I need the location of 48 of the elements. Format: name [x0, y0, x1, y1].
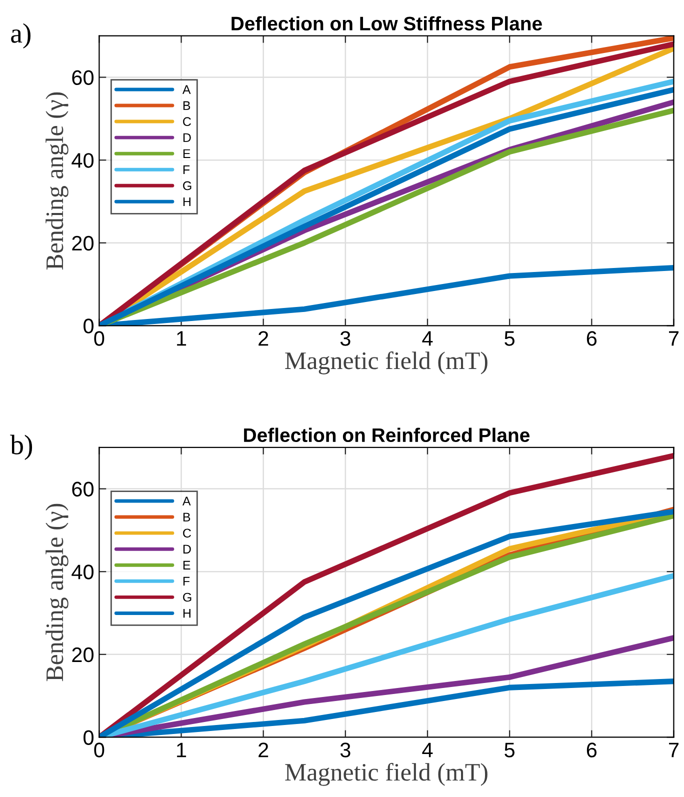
x-tick-label: 3 [340, 742, 350, 758]
x-tick-label: 4 [422, 331, 433, 346]
x-tick-label: 0 [94, 742, 104, 758]
legend-label: G [183, 592, 192, 602]
legend-label: C [183, 117, 191, 126]
y-tick-label: 0 [84, 318, 94, 334]
x-tick-label: 4 [422, 742, 433, 758]
x-tick-label: 6 [586, 331, 597, 346]
y-tick-label: 60 [72, 70, 94, 86]
legend-label: G [183, 181, 192, 190]
chart-title: Deflection on Low Stiffness Plane [232, 16, 542, 30]
x-tick-label: 2 [258, 331, 268, 346]
text: b) [10, 434, 32, 460]
y-tick-label: 60 [72, 482, 94, 497]
x-tick-label: 1 [177, 331, 186, 346]
y-tick-label: 40 [72, 564, 94, 580]
y-tick-label: 40 [72, 153, 94, 168]
chart-title: Deflection on Reinforced Plane [244, 428, 530, 442]
x-tick-label: 0 [94, 331, 104, 346]
x-tick-label: 3 [340, 331, 350, 346]
legend-label: C [183, 528, 191, 538]
legend-label: D [183, 133, 191, 142]
text: a) [11, 23, 30, 48]
x-axis-title: Magnetic field (mT) [285, 351, 488, 374]
legend-label: F [183, 165, 190, 174]
legend-label: H [183, 608, 190, 618]
legend-label: H [183, 197, 190, 206]
x-axis-title: Magnetic field (mT) [285, 762, 488, 786]
legend-label: B [183, 512, 190, 522]
legend-label: E [183, 560, 190, 570]
y-tick-label: 20 [72, 647, 94, 662]
x-tick-label: 5 [504, 742, 514, 758]
legend-label: B [183, 101, 190, 110]
x-tick-label: 7 [669, 331, 678, 346]
y-axis-title: Bending angle (γ) [46, 92, 68, 270]
y-tick-label: 0 [84, 730, 94, 745]
legend-label: E [183, 149, 190, 158]
legend-label: F [183, 576, 190, 586]
x-tick-label: 6 [586, 742, 597, 758]
legend-label: A [182, 85, 191, 94]
x-tick-label: 7 [669, 742, 678, 758]
legend-label: A [182, 496, 191, 506]
x-tick-label: 2 [258, 742, 268, 758]
x-tick-label: 1 [177, 742, 186, 758]
y-axis-title: Bending angle (γ) [46, 504, 68, 682]
legend-label: D [183, 544, 191, 554]
x-tick-label: 5 [504, 331, 514, 346]
y-tick-label: 20 [72, 236, 94, 251]
